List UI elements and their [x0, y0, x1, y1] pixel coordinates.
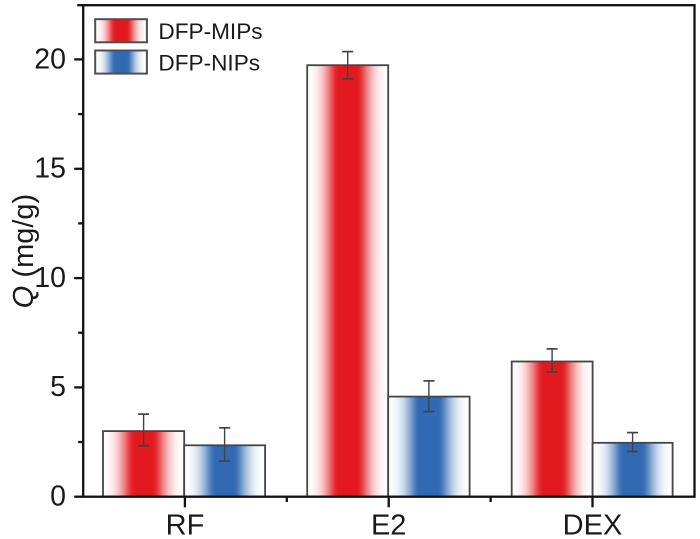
svg-text:DFP-NIPs: DFP-NIPs — [158, 50, 260, 75]
svg-text:15: 15 — [34, 153, 66, 185]
svg-text:DEX: DEX — [563, 510, 623, 539]
svg-text:10: 10 — [34, 262, 66, 294]
svg-text:5: 5 — [50, 371, 66, 403]
svg-text:E2: E2 — [371, 510, 406, 539]
svg-text:0: 0 — [50, 481, 66, 513]
svg-text:20: 20 — [34, 44, 66, 76]
svg-text:Q (mg/g): Q (mg/g) — [8, 194, 40, 308]
svg-text:RF: RF — [166, 510, 205, 539]
svg-text:DFP-MIPs: DFP-MIPs — [158, 19, 262, 44]
